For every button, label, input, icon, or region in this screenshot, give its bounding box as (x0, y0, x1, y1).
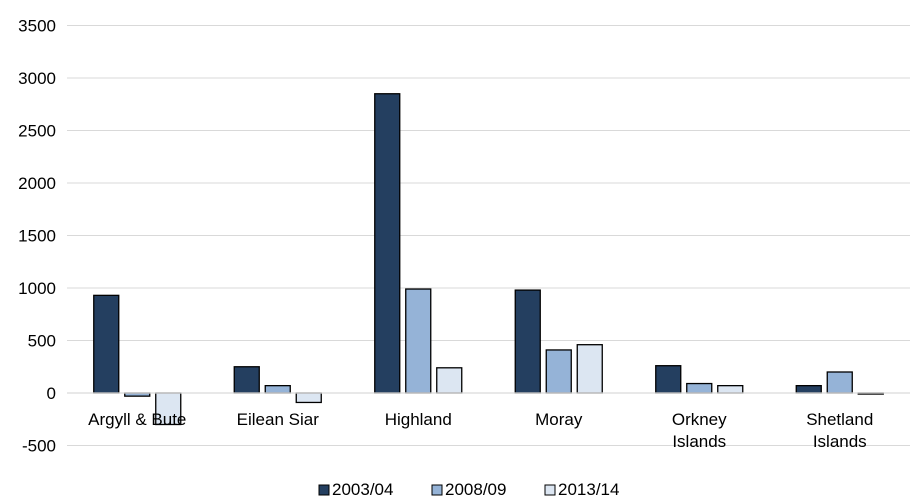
x-tick-label: Argyll & Bute (88, 410, 186, 429)
bar-2008-09 (686, 382, 713, 394)
bar-2003-04 (233, 366, 260, 394)
y-axis-ticks: -500 0 500 1000 1500 2000 2500 3000 3500 (18, 17, 56, 456)
y-tick-label: -500 (22, 437, 56, 456)
bar-2013-14 (576, 344, 603, 394)
y-tick-label: 3000 (18, 69, 56, 88)
x-tick-label: Highland (385, 410, 452, 429)
y-tick-label: 1500 (18, 227, 56, 246)
legend-label: 2013/14 (558, 480, 619, 499)
gridlines (67, 25, 910, 446)
x-tick-label: Orkney (672, 410, 727, 429)
bar-2003-04 (655, 365, 682, 394)
y-tick-label: 500 (28, 332, 56, 351)
y-tick-label: 1000 (18, 279, 56, 298)
x-axis-ticks: Argyll & Bute Eilean Siar Highland Moray Ork… (88, 410, 873, 451)
bar-2008-09 (405, 288, 432, 394)
y-tick-label: 2500 (18, 122, 56, 141)
legend-swatch (544, 484, 556, 496)
x-tick-label: Eilean Siar (237, 410, 320, 429)
bar-2008-09 (545, 349, 572, 394)
y-tick-label: 0 (47, 384, 56, 403)
x-tick-label: Islands (813, 432, 867, 451)
x-tick-label: Moray (535, 410, 583, 429)
x-tick-label: Shetland (806, 410, 873, 429)
bar-series (93, 93, 884, 426)
bar-2008-09 (826, 371, 853, 394)
bar-2003-04 (514, 289, 541, 394)
x-tick-label: Islands (672, 432, 726, 451)
legend-label: 2003/04 (332, 480, 393, 499)
legend-swatch (318, 484, 330, 496)
legend-label: 2008/09 (445, 480, 506, 499)
y-tick-label: 3500 (18, 17, 56, 36)
bar-2013-14 (295, 392, 322, 404)
bar-2003-04 (374, 93, 401, 394)
bar-2003-04 (93, 294, 120, 394)
y-tick-label: 2000 (18, 174, 56, 193)
legend-swatch (431, 484, 443, 496)
bar-2003-04 (795, 384, 822, 394)
bar-2013-14 (436, 367, 463, 394)
bar-2008-09 (264, 384, 291, 394)
bar-2013-14 (717, 384, 744, 394)
legend: 2003/04 2008/09 2013/14 (318, 480, 619, 499)
